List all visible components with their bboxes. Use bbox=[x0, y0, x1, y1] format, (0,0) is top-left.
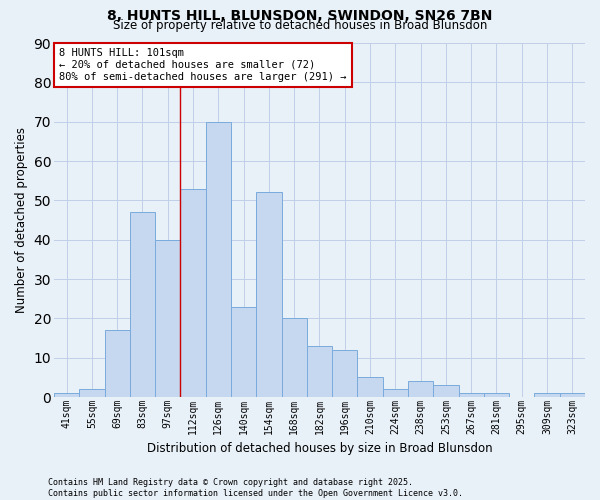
X-axis label: Distribution of detached houses by size in Broad Blunsdon: Distribution of detached houses by size … bbox=[146, 442, 492, 455]
Bar bbox=[408, 382, 433, 397]
Bar bbox=[332, 350, 358, 397]
Bar bbox=[307, 346, 332, 397]
Bar bbox=[281, 318, 307, 397]
Bar bbox=[383, 389, 408, 397]
Bar bbox=[256, 192, 281, 397]
Bar bbox=[231, 306, 256, 397]
Bar bbox=[104, 330, 130, 397]
Bar bbox=[54, 393, 79, 397]
Text: 8 HUNTS HILL: 101sqm
← 20% of detached houses are smaller (72)
80% of semi-detac: 8 HUNTS HILL: 101sqm ← 20% of detached h… bbox=[59, 48, 347, 82]
Bar bbox=[358, 378, 383, 397]
Bar bbox=[458, 393, 484, 397]
Bar bbox=[433, 385, 458, 397]
Y-axis label: Number of detached properties: Number of detached properties bbox=[15, 127, 28, 313]
Bar bbox=[79, 389, 104, 397]
Text: Contains HM Land Registry data © Crown copyright and database right 2025.
Contai: Contains HM Land Registry data © Crown c… bbox=[48, 478, 463, 498]
Bar bbox=[535, 393, 560, 397]
Bar bbox=[484, 393, 509, 397]
Bar bbox=[560, 393, 585, 397]
Text: 8, HUNTS HILL, BLUNSDON, SWINDON, SN26 7BN: 8, HUNTS HILL, BLUNSDON, SWINDON, SN26 7… bbox=[107, 9, 493, 23]
Bar bbox=[206, 122, 231, 397]
Bar bbox=[130, 212, 155, 397]
Bar bbox=[181, 188, 206, 397]
Bar bbox=[155, 240, 181, 397]
Text: Size of property relative to detached houses in Broad Blunsdon: Size of property relative to detached ho… bbox=[113, 19, 487, 32]
